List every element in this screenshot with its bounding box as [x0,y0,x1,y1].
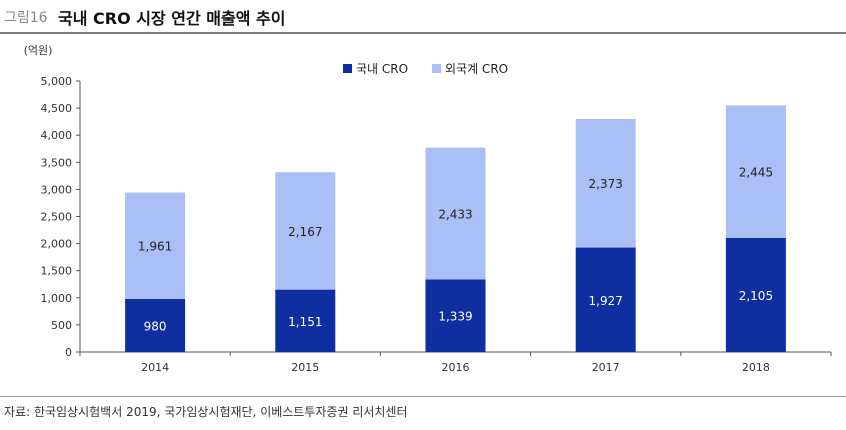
legend-label-foreign: 외국계 CRO [445,62,508,76]
x-tick-label: 2017 [592,361,620,374]
y-axis-unit-label: (억원) [24,44,53,57]
x-tick-label: 2018 [742,361,770,374]
y-tick-label: 2,000 [41,238,73,251]
bar-domestic-cro [125,298,186,352]
y-tick-label: 5,000 [41,75,73,88]
data-label-foreign: 2,373 [589,177,623,191]
legend-swatch-domestic [343,64,352,73]
bar-foreign-cro [275,172,336,290]
x-tick-label: 2016 [442,361,470,374]
legend-swatch-foreign [432,64,441,73]
source-note: 자료: 한국임상시험백서 2019, 국가임상시험재단, 이베스트투자증권 리서… [4,405,408,419]
y-tick-label: 0 [65,346,72,359]
bar-foreign-cro [725,105,786,238]
bar-foreign-cro [575,118,636,248]
y-tick-label: 4,000 [41,129,73,142]
y-tick-label: 1,000 [41,292,73,305]
stacked-bar-chart: (억원) 0 500 1,000 1,500 2,000 2,500 3,000 3,500 4,… [24,44,832,374]
data-label-foreign: 1,961 [138,240,172,254]
figure-header: 그림16 국내 CRO 시장 연간 매출액 추이 [0,0,846,32]
bar-foreign-cro [425,147,486,280]
y-tick-label: 3,000 [41,183,73,196]
data-label-foreign: 2,167 [288,225,322,239]
y-tick-label: 2,500 [41,211,73,224]
data-label-domestic: 1,151 [288,315,322,329]
figure-number: 그림16 [4,10,48,26]
title-divider [0,32,846,34]
data-label-foreign: 2,445 [739,166,773,180]
data-label-domestic: 980 [144,319,167,333]
data-label-foreign: 2,433 [438,207,472,221]
bar-foreign-cro [125,192,186,299]
bar-domestic-cro [725,237,786,352]
data-label-domestic: 1,927 [589,294,623,308]
data-label-domestic: 1,339 [438,310,472,324]
figure-title: 국내 CRO 시장 연간 매출액 추이 [58,9,286,28]
y-tick-label: 500 [51,319,72,332]
source-divider [0,396,846,397]
bar-domestic-cro [275,289,336,352]
bar-domestic-cro [575,247,636,352]
legend-label-domestic: 국내 CRO [356,62,408,76]
x-tick-label: 2014 [141,361,169,374]
y-tick-label: 1,500 [41,265,73,278]
x-tick-label: 2015 [291,361,319,374]
y-tick-label: 3,500 [41,156,73,169]
data-label-domestic: 2,105 [739,289,773,303]
bar-domestic-cro [425,279,486,352]
y-tick-label: 4,500 [41,102,73,115]
